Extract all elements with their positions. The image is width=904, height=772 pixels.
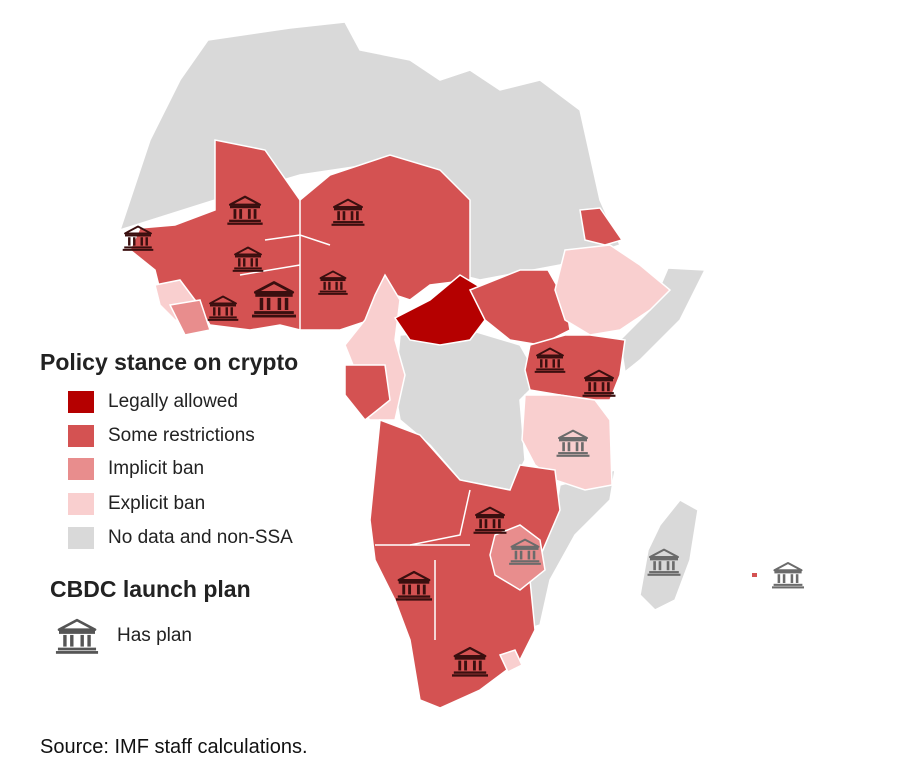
legend-label: No data and non-SSA [108, 527, 293, 548]
legend-label: Legally allowed [108, 391, 238, 412]
eritrea-some-restrictions [579, 207, 624, 246]
sudan-some-restrictions [468, 269, 571, 346]
legend-swatch [68, 391, 94, 413]
legend-swatch [68, 527, 94, 549]
cbdc-legend-title: CBDC launch plan [50, 576, 251, 602]
bank-icon [772, 561, 804, 589]
legend-swatch [68, 458, 94, 480]
horn-grey [619, 267, 707, 374]
madagascar-shape [639, 499, 699, 611]
legend-swatch [68, 425, 94, 447]
zimbabwe-implicit-ban [489, 524, 546, 591]
legend-label: Explicit ban [108, 493, 206, 514]
legend-swatch [68, 493, 94, 515]
country-borders [239, 200, 471, 640]
legend-label: Implicit ban [108, 458, 205, 479]
legend-item-implicit-ban: Implicit ban [68, 458, 204, 480]
legend-item-explicit-ban: Explicit ban [68, 493, 205, 515]
gabon-some-restrictions [344, 364, 391, 422]
bank-icon [55, 618, 99, 654]
legend-label: Some restrictions [108, 425, 255, 446]
southern-africa-some-restrictions [369, 418, 561, 709]
lesotho-explicit-ban [498, 649, 523, 674]
policy-legend-title: Policy stance on crypto [40, 349, 299, 375]
legend-item-no-data: No data and non-SSA [68, 527, 293, 549]
island-marker [752, 573, 757, 577]
legend-item-legally-allowed: Legally allowed [68, 391, 238, 413]
ivory-coast-implicit-ban [168, 299, 211, 336]
ethiopia-explicit-ban [554, 244, 672, 336]
tanzania-explicit-ban [521, 394, 613, 491]
east-africa-some-restrictions [524, 334, 626, 401]
legend-item-some-restrictions: Some restrictions [68, 425, 255, 447]
legend-item-has-plan: Has plan [55, 618, 192, 654]
legend-label: Has plan [117, 625, 192, 646]
source-note: Source: IMF staff calculations. [40, 736, 308, 758]
